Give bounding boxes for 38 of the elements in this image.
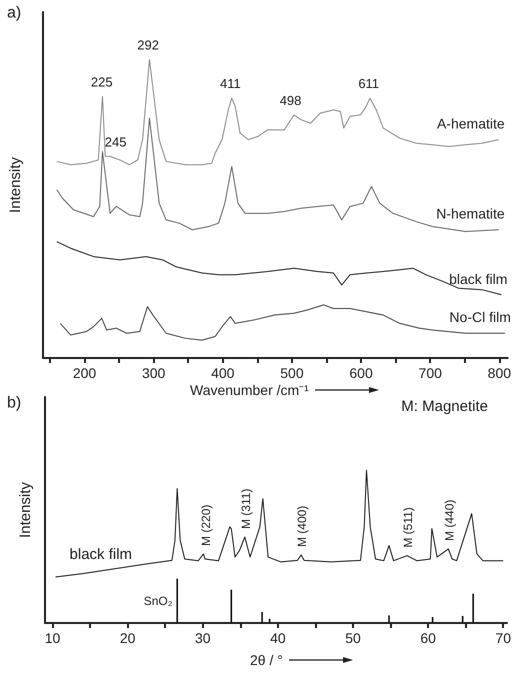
series-label: SnO₂ <box>144 594 173 608</box>
x-tick-label: 400 <box>211 365 235 381</box>
annotation: M (400) <box>295 506 310 548</box>
x-tick-label: 20 <box>120 630 136 646</box>
x-tick-label: 30 <box>194 630 211 646</box>
annotation: M (440) <box>442 500 456 541</box>
y-axis-title: Intensity <box>7 156 24 213</box>
chart-title: b) <box>7 394 22 412</box>
x-tick-label: 600 <box>349 365 373 381</box>
annotation: M (220) <box>199 504 213 546</box>
annotation: 611 <box>358 76 380 92</box>
annotation: M (511) <box>401 507 416 548</box>
series-label: N-hematite <box>436 206 505 222</box>
series-label: black film <box>70 546 132 564</box>
x-tick-label: 300 <box>142 365 166 381</box>
series-label: No-Cl film <box>449 309 511 326</box>
series-label: A-hematite <box>436 116 505 132</box>
annotation: 245 <box>104 134 126 150</box>
annotation: 225 <box>90 74 113 90</box>
x-tick-label: 800 <box>488 365 512 381</box>
x-tick-label: 50 <box>345 630 361 646</box>
x-axis-title: Wavenumber /cm⁻¹ <box>190 381 309 399</box>
x-tick-label: 200 <box>72 365 96 381</box>
chart-title: a) <box>7 4 22 22</box>
x-axis-title: 2θ / ° <box>250 652 283 668</box>
x-tick-label: 40 <box>270 630 286 646</box>
annotation: 498 <box>280 92 302 108</box>
x-tick-label: 70 <box>495 630 512 646</box>
text: M: Magnetite <box>401 398 488 415</box>
x-tick-label: 10 <box>44 630 61 646</box>
annotation: 411 <box>220 76 241 92</box>
annotation: M (311) <box>238 488 253 530</box>
x-tick-label: 60 <box>420 630 436 646</box>
y-axis-title: Intensity <box>17 482 34 538</box>
x-tick-label: 500 <box>280 365 304 381</box>
series-label: black film <box>449 270 508 287</box>
annotation: 292 <box>137 38 159 53</box>
x-tick-label: 700 <box>418 365 442 381</box>
